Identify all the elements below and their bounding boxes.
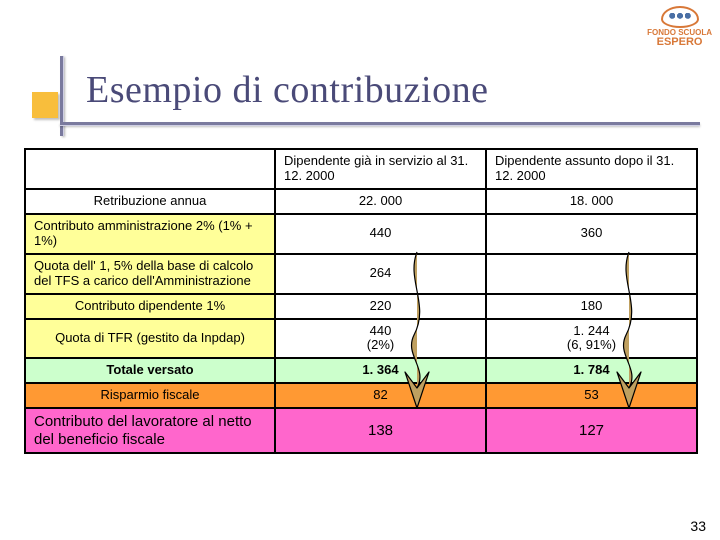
logo-icon [661,6,699,28]
row-val2: 127 [486,408,697,453]
header-col1: Dipendente già in servizio al 31. 12. 20… [275,149,486,189]
row-label: Quota dell' 1, 5% della base di calcolo … [25,254,275,294]
row-val1: 264 [275,254,486,294]
row-val1: 1. 364 [275,358,486,383]
page-title: Esempio di contribuzione [86,68,488,112]
row-val1: 220 [275,294,486,319]
row-val1: 22. 000 [275,189,486,214]
row-val2: 180 [486,294,697,319]
table-row: Retribuzione annua 22. 000 18. 000 [25,189,697,214]
table-row: Contributo del lavoratore al netto del b… [25,408,697,453]
table-row: Quota di TFR (gestito da Inpdap) 440 (2%… [25,319,697,359]
row-val1: 82 [275,383,486,408]
header-col2: Dipendente assunto dopo il 31. 12. 2000 [486,149,697,189]
logo-line2: ESPERO [647,37,712,48]
row-val2: 18. 000 [486,189,697,214]
row-val2: 1. 784 [486,358,697,383]
row-label: Retribuzione annua [25,189,275,214]
title-horizontal-line [60,122,700,125]
table-row: Quota dell' 1, 5% della base di calcolo … [25,254,697,294]
logo: FONDO SCUOLA ESPERO [647,6,712,48]
row-label: Contributo amministrazione 2% (1% + 1%) [25,214,275,254]
row-val2: 1. 244 (6, 91%) [486,319,697,359]
title-block: Esempio di contribuzione [38,62,700,132]
row-val1: 440 (2%) [275,319,486,359]
table-row: Contributo amministrazione 2% (1% + 1%) … [25,214,697,254]
row-val1: 138 [275,408,486,453]
row-label: Totale versato [25,358,275,383]
row-val2: 360 [486,214,697,254]
row-val1: 440 [275,214,486,254]
table-header-row: Dipendente già in servizio al 31. 12. 20… [25,149,697,189]
table-row: Risparmio fiscale 82 53 [25,383,697,408]
row-val2: 53 [486,383,697,408]
row-label: Contributo dipendente 1% [25,294,275,319]
contribution-table: Dipendente già in servizio al 31. 12. 20… [24,148,698,454]
table-row: Totale versato 1. 364 1. 784 [25,358,697,383]
table-row: Contributo dipendente 1% 220 180 [25,294,697,319]
header-blank [25,149,275,189]
row-label: Risparmio fiscale [25,383,275,408]
row-label: Quota di TFR (gestito da Inpdap) [25,319,275,359]
row-label: Contributo del lavoratore al netto del b… [25,408,275,453]
row-val2 [486,254,697,294]
page-number: 33 [690,518,706,534]
title-bullet-square [32,92,58,118]
